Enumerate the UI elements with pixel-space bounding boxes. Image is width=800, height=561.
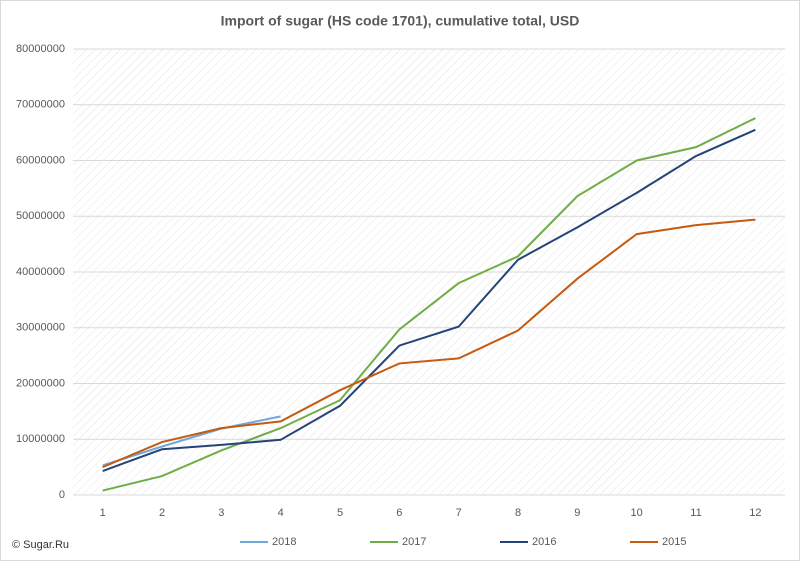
y-tick-label: 0 xyxy=(59,489,65,501)
series-line xyxy=(102,128,756,472)
series-line xyxy=(102,415,281,467)
y-tick-label: 30000000 xyxy=(16,322,65,334)
y-tick-label: 10000000 xyxy=(16,433,65,445)
x-tick-label: 1 xyxy=(100,507,106,519)
x-tick-label: 7 xyxy=(456,507,462,519)
x-tick-label: 8 xyxy=(515,507,521,519)
y-tick-label: 40000000 xyxy=(16,266,65,278)
series-line xyxy=(102,218,756,469)
chart-title: Import of sugar (HS code 1701), cumulati… xyxy=(221,13,580,29)
y-tick-label: 50000000 xyxy=(16,210,65,222)
y-tick-label: 80000000 xyxy=(16,43,65,55)
x-tick-label: 9 xyxy=(574,507,580,519)
x-tick-label: 5 xyxy=(337,507,343,519)
y-tick-label: 60000000 xyxy=(16,154,65,166)
x-tick-label: 11 xyxy=(690,507,701,519)
x-tick-label: 6 xyxy=(396,507,402,519)
x-tick-label: 10 xyxy=(631,507,643,519)
legend-label: 2017 xyxy=(402,536,426,548)
series-line xyxy=(102,117,756,492)
y-tick-label: 20000000 xyxy=(16,377,65,389)
x-tick-label: 2 xyxy=(159,507,165,519)
legend-label: 2016 xyxy=(532,536,556,548)
legend-label: 2018 xyxy=(272,536,296,548)
legend-label: 2015 xyxy=(662,536,686,548)
x-tick-label: 4 xyxy=(278,507,284,519)
y-tick-label: 70000000 xyxy=(16,99,65,111)
source: © Sugar.Ru xyxy=(12,539,69,551)
x-tick-label: 12 xyxy=(749,507,761,519)
x-tick-label: 3 xyxy=(218,507,224,519)
